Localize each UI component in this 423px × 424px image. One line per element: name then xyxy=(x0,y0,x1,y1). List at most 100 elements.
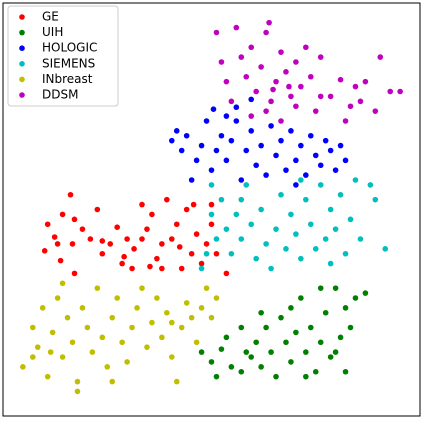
point xyxy=(124,236,130,242)
point xyxy=(193,231,200,237)
point xyxy=(303,172,309,178)
point xyxy=(168,236,175,242)
point xyxy=(327,354,334,360)
point xyxy=(243,147,250,154)
point xyxy=(203,118,210,124)
point xyxy=(168,354,175,360)
point xyxy=(322,137,329,144)
point xyxy=(332,285,339,291)
point xyxy=(243,182,250,188)
point xyxy=(79,226,86,232)
legend-marker xyxy=(19,45,25,51)
point xyxy=(54,295,61,301)
point xyxy=(288,305,294,311)
point xyxy=(337,334,344,341)
point xyxy=(233,211,240,218)
point xyxy=(107,241,114,247)
point xyxy=(87,236,94,242)
point xyxy=(223,113,230,119)
point xyxy=(248,354,255,360)
point xyxy=(298,83,304,90)
point xyxy=(198,349,205,355)
point xyxy=(288,359,294,365)
point xyxy=(213,250,220,257)
point xyxy=(278,191,284,198)
point xyxy=(190,201,197,208)
point xyxy=(266,19,272,26)
point xyxy=(47,349,54,355)
point xyxy=(307,132,314,139)
point xyxy=(322,309,329,316)
point xyxy=(312,246,319,252)
point xyxy=(238,54,245,60)
point xyxy=(342,118,349,124)
point xyxy=(357,98,364,105)
point xyxy=(273,226,279,232)
point xyxy=(59,211,66,218)
point xyxy=(57,257,64,264)
point xyxy=(238,368,245,375)
point xyxy=(218,196,225,203)
point xyxy=(198,265,205,272)
point xyxy=(168,137,175,144)
point xyxy=(74,388,81,395)
point xyxy=(352,295,359,301)
point xyxy=(382,246,389,252)
point xyxy=(223,334,230,341)
point xyxy=(129,265,135,272)
legend-marker xyxy=(19,92,25,98)
point xyxy=(223,78,230,85)
point xyxy=(278,137,284,144)
point xyxy=(39,305,46,311)
point xyxy=(119,339,125,346)
point xyxy=(154,255,160,262)
point xyxy=(293,59,299,65)
point xyxy=(317,162,324,169)
point xyxy=(29,324,36,331)
point xyxy=(258,364,264,370)
point xyxy=(253,88,259,95)
point xyxy=(317,182,324,188)
legend-box xyxy=(7,5,119,107)
point xyxy=(273,152,279,159)
point xyxy=(293,329,299,336)
point xyxy=(154,295,160,301)
point xyxy=(149,319,155,326)
point xyxy=(293,231,299,237)
point xyxy=(243,73,250,80)
point xyxy=(327,147,334,154)
point xyxy=(233,118,240,124)
point xyxy=(263,108,269,114)
point xyxy=(397,88,403,95)
point xyxy=(44,221,51,228)
legend-marker xyxy=(19,61,25,67)
point xyxy=(228,364,235,370)
point xyxy=(134,305,140,311)
point xyxy=(94,206,101,213)
point xyxy=(303,196,309,203)
point xyxy=(337,76,344,83)
point xyxy=(208,314,215,321)
point xyxy=(263,324,269,331)
point xyxy=(41,248,48,254)
point xyxy=(342,250,349,257)
point xyxy=(307,221,314,228)
point xyxy=(223,157,230,164)
point xyxy=(109,314,116,321)
point xyxy=(173,221,180,228)
points xyxy=(20,19,403,395)
point xyxy=(337,191,344,198)
point xyxy=(59,280,66,287)
point xyxy=(317,285,324,291)
point xyxy=(183,300,190,306)
point xyxy=(273,78,279,85)
point xyxy=(298,177,304,183)
point xyxy=(64,314,71,321)
point xyxy=(139,236,145,242)
point xyxy=(268,349,274,355)
point xyxy=(248,128,255,134)
point xyxy=(139,285,145,291)
point xyxy=(362,78,369,85)
point xyxy=(243,349,250,355)
